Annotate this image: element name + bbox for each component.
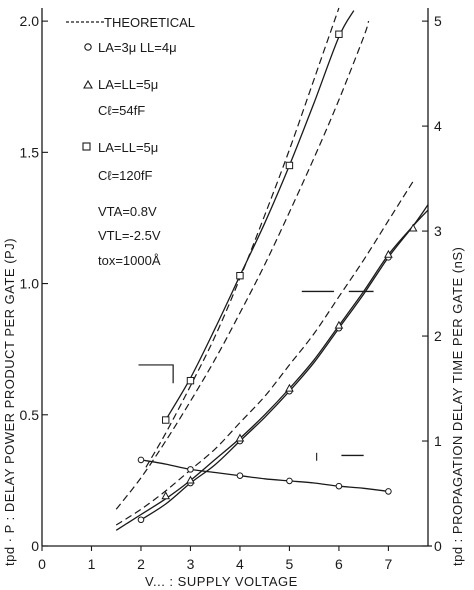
point-delay-circle [236, 472, 244, 479]
y-left-tick-label: 1.0 [20, 276, 40, 292]
series-product-triangle [115, 209, 429, 531]
labels: V... : SUPPLY VOLTAGE tpd · P : DELAY PO… [2, 238, 465, 589]
legend-square-sub: Cℓ=120fF [98, 168, 152, 183]
series-delay-theoretical [115, 20, 370, 510]
x-tick-label: 2 [137, 556, 145, 572]
point-square-measured [162, 416, 170, 424]
y-right-axis-title: tpd : PROPAGATION DELAY TIME PER GATE (n… [450, 247, 465, 566]
point-product-triangle [186, 475, 195, 484]
point-delay-circle [137, 456, 145, 464]
legend-circle-marker [84, 43, 92, 51]
legend-circle-label: LA=3μ LL=4μ [98, 40, 177, 55]
y-right-tick-label: 5 [434, 13, 442, 29]
point-product-triangle [285, 383, 294, 392]
x-tick-label: 4 [236, 556, 244, 572]
y-right-tick-label: 3 [434, 223, 442, 239]
point-delay-circle [385, 488, 392, 495]
point-square-measured [236, 271, 244, 280]
point-square-measured [186, 376, 195, 385]
series-square-theoretical [145, 7, 340, 468]
x-axis-title: V... : SUPPLY VOLTAGE [145, 574, 298, 589]
legend-triangle-label: LA=LL=5μ [98, 77, 158, 92]
y-left-axis-title: tpd · P : DELAY POWER PRODUCT PER GATE (… [2, 238, 17, 566]
point-square-measured [335, 30, 343, 38]
y-left-tick-label: 2.0 [20, 13, 40, 29]
point-square-measured [285, 161, 294, 170]
legend-triangle-sub: Cℓ=54fF [98, 103, 145, 118]
point-product-triangle [408, 223, 418, 232]
point-product-triangle [384, 249, 393, 258]
series-square-measured [165, 10, 355, 421]
point-product-triangle [235, 433, 245, 442]
legend-triangle-marker [83, 79, 93, 89]
y-right-tick-label: 4 [434, 118, 442, 134]
series-product-circle [140, 204, 429, 521]
markers [137, 30, 418, 524]
curves [115, 7, 429, 531]
y-right-tick-label: 0 [434, 538, 442, 554]
point-product-triangle [334, 320, 344, 329]
param-vtl: VTL=-2.5V [98, 228, 161, 243]
left-axis-indicator [138, 364, 174, 384]
y-left-tick-label: 1.5 [20, 144, 40, 160]
legend-theoretical: THEORETICAL [104, 15, 195, 30]
x-tick-label: 5 [286, 556, 294, 572]
y-right-tick-label: 2 [434, 328, 442, 344]
point-delay-circle [187, 466, 194, 473]
legend-square-label: LA=LL=5μ [98, 140, 158, 155]
axes: 0 1 2 3 4 5 6 7 0 0.5 1.0 1.5 2.0 0 1 2 3 4 5 [20, 8, 442, 572]
y-left-tick-label: 0 [31, 538, 39, 554]
x-tick-label: 6 [335, 556, 343, 572]
point-delay-circle [286, 477, 293, 485]
x-tick-label: 0 [38, 556, 46, 572]
x-tick-label: 3 [187, 556, 195, 572]
series-product-theoretical [115, 180, 414, 526]
x-tick-label: 1 [88, 556, 96, 572]
x-tick-label: 7 [385, 556, 393, 572]
param-tox: tox=1000Å [98, 253, 161, 268]
y-left-tick-label: 0.5 [20, 407, 40, 423]
legend: THEORETICAL LA=3μ LL=4μ LA=LL=5μ Cℓ=54fF… [66, 15, 195, 268]
param-vta: VTA=0.8V [98, 204, 157, 219]
y-right-tick-label: 1 [434, 433, 442, 449]
point-product-triangle [161, 491, 171, 500]
series-delay-circle [140, 459, 389, 493]
point-product-circle [137, 516, 145, 524]
annotations [138, 290, 374, 461]
point-delay-circle [335, 482, 343, 490]
legend-square-marker [82, 142, 91, 151]
